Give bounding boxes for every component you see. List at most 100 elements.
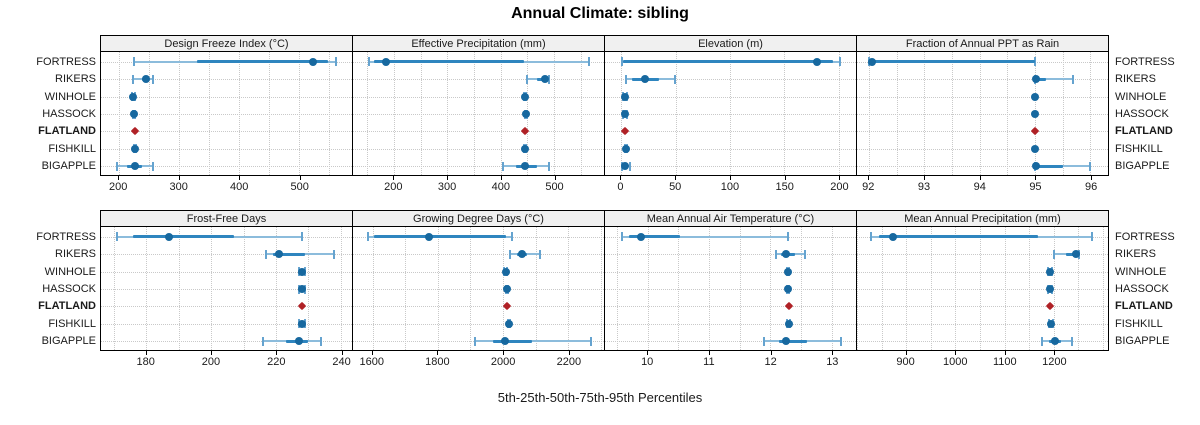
median-point xyxy=(1031,144,1040,153)
x-tick xyxy=(500,176,502,180)
x-tick-label: 93 xyxy=(917,181,931,193)
x-axis: 1600 1800 2000 2200 xyxy=(352,351,605,373)
median-point xyxy=(501,267,510,276)
site-label-left: FORTRESS xyxy=(36,230,96,243)
whisker-cap xyxy=(133,57,136,67)
h-gridline xyxy=(353,323,604,325)
percentile-range-line xyxy=(475,340,591,343)
whisker-cap xyxy=(763,336,766,346)
v-gridline xyxy=(447,52,449,175)
h-gridline xyxy=(857,323,1108,325)
v-gridline xyxy=(308,227,310,350)
x-tick xyxy=(784,176,786,180)
whisker-cap xyxy=(333,249,336,259)
whisker-cap xyxy=(869,232,872,242)
whisker-cap xyxy=(587,57,590,67)
site-label-right: FISHKILL xyxy=(1115,142,1163,155)
v-gridline xyxy=(600,227,602,350)
v-gridline xyxy=(299,52,301,175)
median-point xyxy=(1032,162,1041,171)
site-label-left: FORTRESS xyxy=(36,55,96,68)
x-axis: 10 11 12 13 xyxy=(604,351,857,373)
h-gridline xyxy=(353,96,604,98)
median-point xyxy=(781,250,790,259)
whisker-cap xyxy=(501,161,504,171)
x-tick-label: 95 xyxy=(1029,181,1042,193)
h-gridline xyxy=(857,148,1108,150)
x-axis-caption: 5th-25th-50th-75th-95th Percentiles xyxy=(497,390,703,405)
v-gridline xyxy=(1103,227,1105,350)
site-label-right: FORTRESS xyxy=(1115,55,1175,68)
panel-strip-title: Growing Degree Days (°C) xyxy=(413,212,544,225)
median-point xyxy=(297,319,306,328)
interquartile-line xyxy=(1035,164,1063,168)
median-point xyxy=(1045,267,1054,276)
v-gridline xyxy=(784,52,786,175)
x-tick xyxy=(1054,351,1056,355)
x-tick xyxy=(979,176,981,180)
interquartile-line xyxy=(779,339,808,343)
percentile-range-line xyxy=(1035,165,1091,168)
h-gridline xyxy=(857,79,1108,81)
whisker-cap xyxy=(787,232,790,242)
x-tick xyxy=(868,176,870,180)
panel-strip: Frost-Free Days xyxy=(100,210,353,227)
site-label-right: FLATLAND xyxy=(1115,300,1173,313)
interquartile-line xyxy=(869,60,1035,64)
panel-strip-title: Frost-Free Days xyxy=(186,212,267,225)
panel: Growing Degree Days (°C) 1600 1800 2000 2200 xyxy=(352,210,605,368)
v-gridline xyxy=(372,227,374,350)
median-point xyxy=(308,57,317,66)
percentile-range-line xyxy=(1035,78,1073,81)
h-gridline xyxy=(605,271,856,273)
h-gridline xyxy=(101,114,352,115)
x-tick xyxy=(923,176,925,180)
whisker-cap xyxy=(624,74,627,84)
x-tick-label: 13 xyxy=(826,356,839,368)
x-tick xyxy=(554,176,556,180)
whisker-cap xyxy=(367,57,370,67)
v-gridline xyxy=(896,52,898,175)
v-gridline xyxy=(1004,227,1006,350)
median-point xyxy=(275,250,284,259)
x-tick-label: 150 xyxy=(775,181,794,193)
plot-area xyxy=(856,52,1109,176)
median-point-highlight xyxy=(1030,127,1040,136)
whisker-cap xyxy=(511,232,514,242)
site-label-left: FISHKILL xyxy=(48,317,96,330)
h-gridline xyxy=(353,254,604,256)
median-point xyxy=(130,110,139,118)
h-gridline xyxy=(857,306,1108,308)
median-point xyxy=(812,57,821,66)
h-gridline xyxy=(605,254,856,256)
v-gridline xyxy=(470,227,472,350)
whisker-cap xyxy=(320,336,323,346)
x-tick-label: 11 xyxy=(703,356,715,368)
h-gridline xyxy=(857,289,1108,290)
h-gridline xyxy=(857,271,1108,273)
interquartile-line xyxy=(493,339,533,343)
x-tick xyxy=(955,351,957,355)
median-point xyxy=(130,162,139,171)
v-gridline xyxy=(568,227,570,350)
median-point xyxy=(517,250,526,259)
whisker-cap xyxy=(774,249,777,259)
v-gridline xyxy=(930,227,932,350)
h-gridline xyxy=(605,341,856,343)
x-tick xyxy=(620,176,622,180)
h-gridline xyxy=(101,166,352,168)
h-gridline xyxy=(101,341,352,343)
median-point xyxy=(784,285,793,293)
x-tick xyxy=(178,176,180,180)
whisker-cap xyxy=(839,336,842,346)
panel-strip: Mean Annual Air Temperature (°C) xyxy=(604,210,857,227)
v-gridline xyxy=(1090,52,1092,175)
site-label-right: BIGAPPLE xyxy=(1115,335,1170,348)
site-label-right: FORTRESS xyxy=(1115,230,1175,243)
x-tick-label: 300 xyxy=(169,181,188,193)
v-gridline xyxy=(1029,227,1031,350)
whisker-cap xyxy=(1089,161,1092,171)
median-point xyxy=(888,232,897,241)
panel-strip-title: Mean Annual Precipitation (mm) xyxy=(904,212,1061,225)
v-gridline xyxy=(473,52,475,175)
